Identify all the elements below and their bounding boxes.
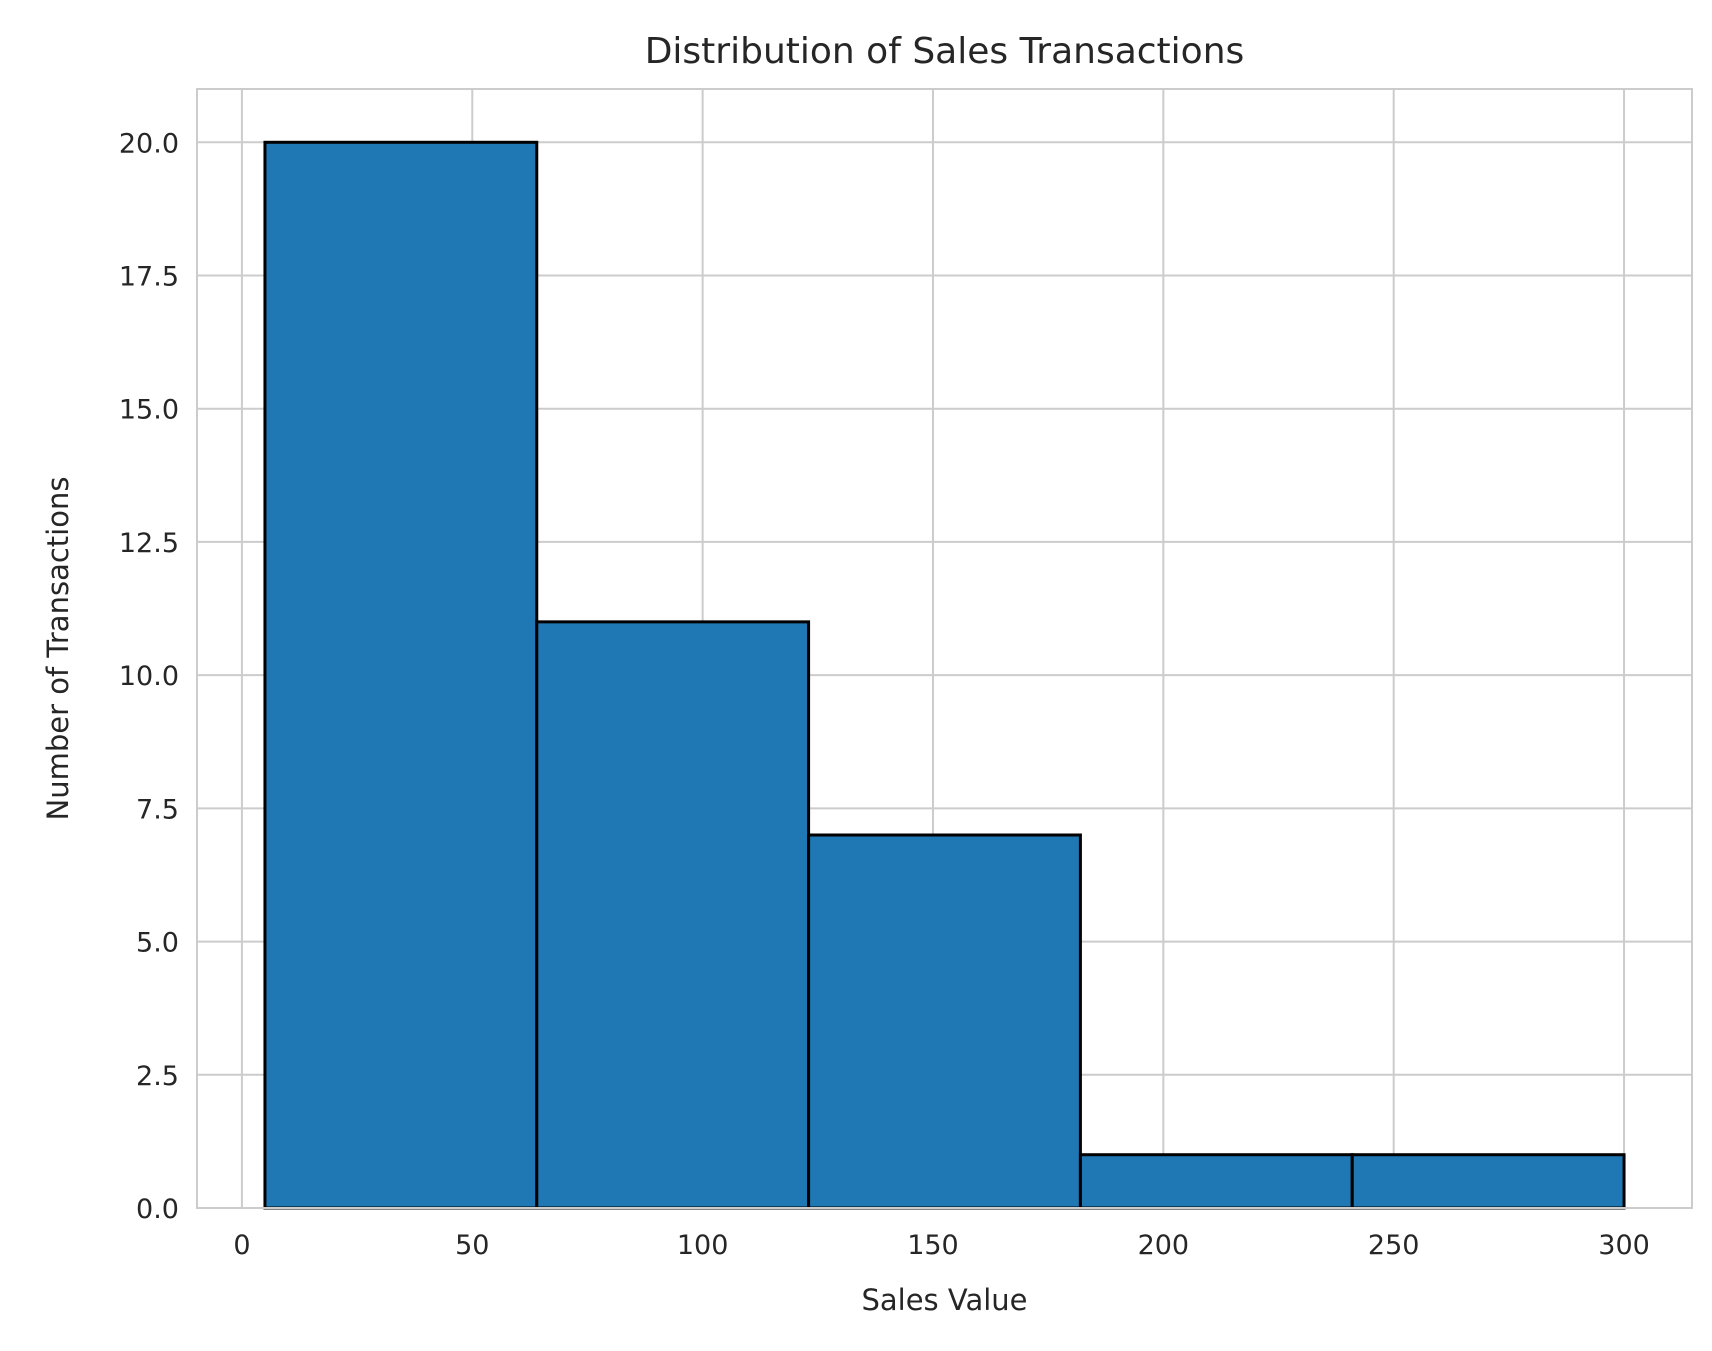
bars [263, 140, 1626, 1210]
x-tick-label: 200 [1138, 1230, 1190, 1261]
histogram-bar [1350, 1153, 1626, 1210]
histogram-bar [263, 140, 539, 1210]
histogram-bar [807, 833, 1082, 1210]
x-tick-label: 250 [1368, 1230, 1420, 1261]
y-tick-label: 2.5 [136, 1061, 179, 1092]
histogram-bar [535, 620, 811, 1210]
chart-title: Distribution of Sales Transactions [645, 31, 1245, 72]
y-tick-label: 12.5 [119, 528, 179, 559]
y-tick-label: 10.0 [119, 661, 179, 692]
x-axis-title: Sales Value [861, 1283, 1027, 1317]
y-tick-label: 5.0 [136, 928, 179, 959]
y-tick-label: 20.0 [119, 128, 179, 159]
x-tick-label: 300 [1598, 1230, 1650, 1261]
y-tick-label: 0.0 [136, 1194, 179, 1225]
plot-frame [196, 88, 1693, 1209]
x-tick-label: 100 [677, 1230, 729, 1261]
x-tick-label: 50 [455, 1230, 489, 1261]
y-axis-title: Number of Transactions [41, 477, 75, 821]
y-axis-ticks: 0.0 2.5 5.0 7.5 10.0 12.5 15.0 17.5 20.0 [119, 128, 179, 1225]
histogram-bar [1078, 1153, 1354, 1210]
y-tick-label: 15.0 [119, 395, 179, 426]
x-tick-label: 0 [233, 1230, 250, 1261]
x-axis-ticks: 0 50 100 150 200 250 300 [233, 1230, 1649, 1261]
x-tick-label: 150 [907, 1230, 959, 1261]
y-tick-label: 7.5 [136, 794, 179, 825]
y-tick-label: 17.5 [119, 262, 179, 293]
